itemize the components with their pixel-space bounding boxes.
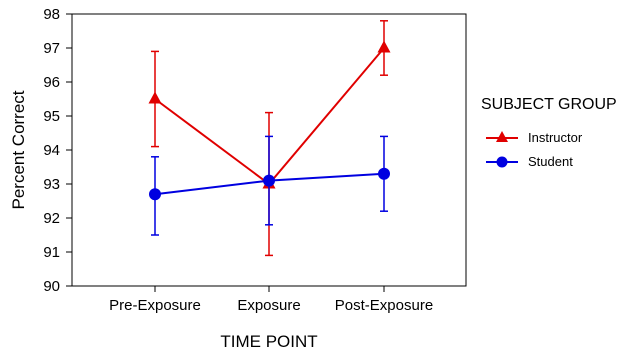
y-tick-label: 92 <box>43 210 60 227</box>
x-tick-label: Post-Exposure <box>335 297 433 314</box>
legend-student-marker <box>496 156 508 168</box>
y-tick-label: 93 <box>43 176 60 193</box>
legend-title: SUBJECT GROUP <box>481 96 617 113</box>
x-tick-label: Pre-Exposure <box>109 297 201 314</box>
student-point <box>378 167 390 180</box>
legend-instructor-marker <box>496 131 508 142</box>
series-layer <box>148 20 391 257</box>
legend-student-label: Student <box>528 154 573 169</box>
y-tick-label: 95 <box>43 108 60 125</box>
x-axis-ticks: Pre-Exposure Exposure Post-Exposure <box>109 286 433 314</box>
instructor-point <box>377 40 391 53</box>
y-axis-title: Percent Correct <box>9 90 28 209</box>
y-tick-label: 90 <box>43 278 60 295</box>
y-tick-label: 96 <box>43 74 60 91</box>
series-student <box>149 135 390 236</box>
student-point <box>149 188 161 201</box>
y-tick-label: 97 <box>43 40 60 57</box>
legend: SUBJECT GROUP Instructor Student <box>481 96 617 169</box>
x-tick-label: Exposure <box>237 297 300 314</box>
y-tick-label: 91 <box>43 244 60 261</box>
legend-instructor-label: Instructor <box>528 130 583 145</box>
y-tick-label: 98 <box>43 6 60 23</box>
y-tick-label: 94 <box>43 142 60 159</box>
y-axis-ticks: 90 91 92 93 94 95 96 97 98 <box>43 6 72 295</box>
student-point <box>263 174 275 187</box>
instructor-point <box>148 91 162 104</box>
x-axis-title: TIME POINT <box>220 332 317 351</box>
